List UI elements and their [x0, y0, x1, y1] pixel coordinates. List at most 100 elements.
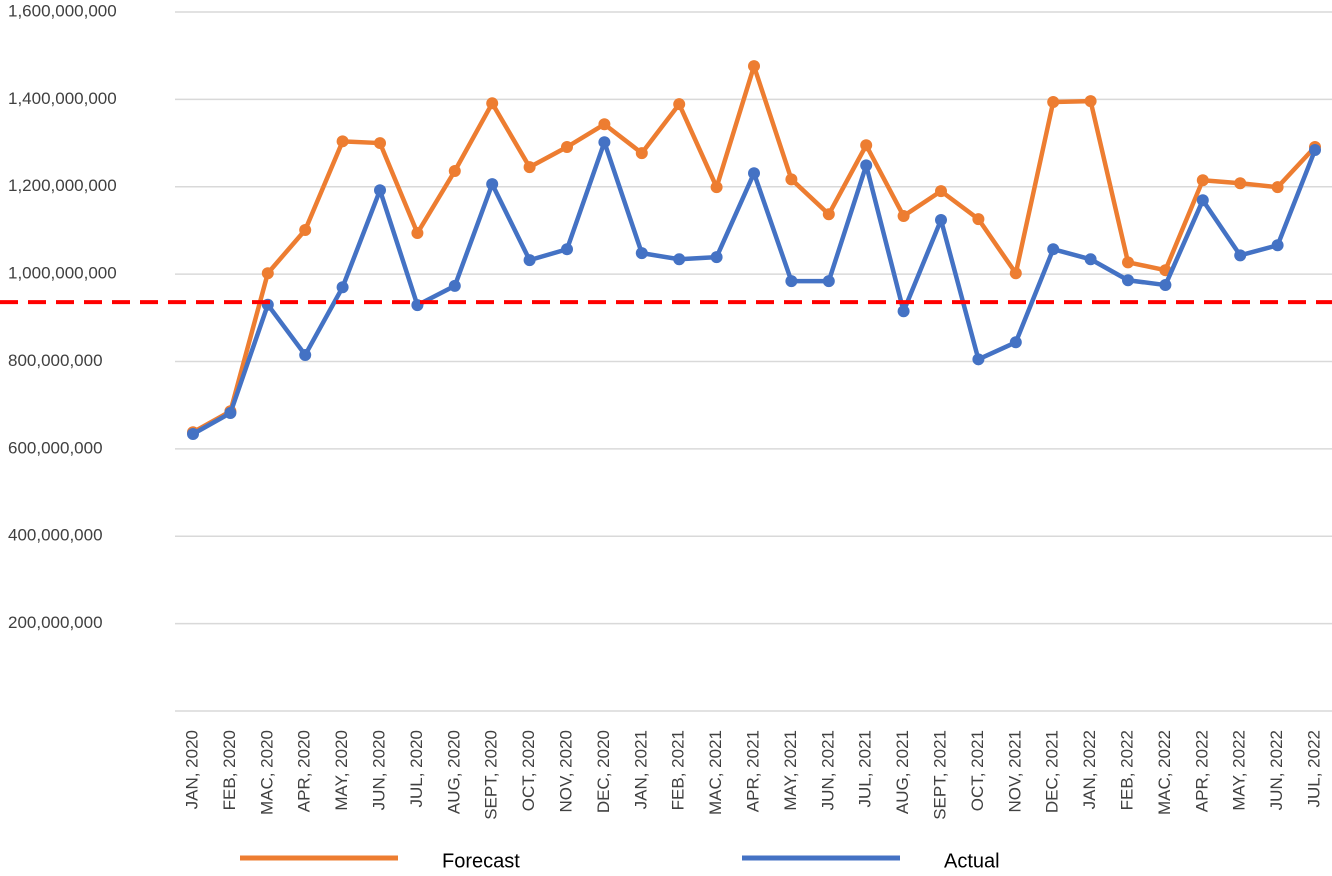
x-tick-label: FEB, 2022 [1117, 730, 1136, 810]
data-point [336, 135, 349, 148]
data-point [860, 159, 873, 172]
x-tick-label: APR, 2021 [743, 730, 762, 812]
data-point [1047, 243, 1060, 256]
data-point [860, 139, 873, 152]
x-tick-label: JAN, 2021 [631, 730, 650, 809]
x-tick-label: JAN, 2022 [1080, 730, 1099, 809]
x-tick-label: NOV, 2020 [556, 730, 575, 813]
x-tick-label: JUL, 2020 [407, 730, 426, 808]
x-tick-label: MAY, 2022 [1230, 730, 1249, 811]
x-tick-label: MAY, 2020 [332, 730, 351, 811]
data-point [1271, 181, 1284, 194]
data-point [598, 118, 611, 131]
data-point [448, 165, 461, 178]
data-point [1122, 274, 1134, 287]
data-point [972, 213, 985, 226]
data-point [598, 136, 611, 149]
data-point [1234, 249, 1247, 262]
data-point [935, 213, 947, 226]
data-point [785, 173, 798, 186]
data-point [1047, 95, 1060, 108]
data-point [785, 275, 798, 288]
data-point [374, 137, 386, 150]
data-point [972, 353, 985, 366]
y-tick-label: 600,000,000 [8, 438, 103, 457]
data-point [486, 178, 499, 191]
data-point [1159, 279, 1172, 292]
data-point [1122, 256, 1134, 269]
x-tick-label: MAY, 2021 [781, 730, 800, 811]
x-tick-label: NOV, 2021 [1005, 730, 1024, 813]
data-point [1234, 177, 1247, 190]
data-point [299, 348, 312, 361]
data-point [897, 210, 910, 223]
series-line [191, 139, 1318, 436]
x-tick-label: FEB, 2021 [669, 730, 688, 810]
x-tick-label: APR, 2022 [1192, 730, 1211, 812]
data-point [710, 251, 723, 264]
data-point [561, 243, 573, 256]
data-point [523, 161, 536, 174]
data-point [1084, 253, 1097, 266]
x-tick-label: JUL, 2021 [856, 730, 875, 808]
data-point [673, 253, 686, 266]
x-tick-label: MAC, 2021 [706, 730, 725, 815]
data-point [486, 97, 499, 110]
data-point [187, 428, 199, 441]
data-point [411, 227, 424, 240]
data-point [1009, 267, 1022, 280]
x-tick-label: APR, 2020 [295, 730, 314, 812]
data-point [635, 147, 648, 160]
x-tick-label: JUL, 2022 [1304, 730, 1323, 808]
data-point [224, 407, 237, 420]
x-tick-label: AUG, 2020 [444, 730, 463, 814]
x-tick-label: JUN, 2021 [818, 730, 837, 810]
data-point [448, 279, 461, 292]
data-point [261, 267, 274, 280]
data-point [561, 140, 573, 153]
data-point [635, 247, 648, 260]
data-point [673, 98, 686, 111]
series-line [191, 63, 1317, 435]
y-tick-label: 800,000,000 [8, 351, 103, 370]
x-tick-label: FEB, 2020 [220, 730, 239, 810]
data-point [1196, 194, 1209, 207]
y-tick-label: 200,000,000 [8, 613, 103, 632]
data-point [336, 281, 349, 294]
x-tick-label: OCT, 2020 [519, 730, 538, 811]
x-tick-label: SEPT, 2020 [482, 730, 501, 820]
x-tick-label: DEC, 2020 [594, 730, 613, 813]
x-tick-label: MAC, 2022 [1155, 730, 1174, 815]
x-tick-label: JUN, 2022 [1267, 730, 1286, 810]
legend-label: Forecast [442, 850, 520, 872]
data-point [710, 181, 723, 194]
x-tick-label: OCT, 2021 [968, 730, 987, 811]
x-tick-label: SEPT, 2021 [930, 730, 949, 820]
y-tick-label: 1,600,000,000 [8, 1, 117, 20]
data-point [1196, 174, 1209, 187]
data-point [1271, 239, 1284, 252]
x-tick-label: JAN, 2020 [182, 730, 201, 809]
data-point [935, 185, 947, 198]
y-tick-label: 1,400,000,000 [8, 89, 117, 108]
y-tick-label: 400,000,000 [8, 526, 103, 545]
data-point [748, 60, 760, 73]
data-point [1009, 336, 1022, 349]
data-point [523, 254, 536, 267]
data-point [1309, 144, 1321, 157]
data-point [822, 275, 835, 288]
legend-label: Actual [944, 850, 1000, 872]
data-point [374, 184, 386, 197]
x-tick-label: MAC, 2020 [257, 730, 276, 815]
y-tick-label: 1,200,000,000 [8, 176, 117, 195]
data-point [822, 208, 835, 221]
x-tick-label: JUN, 2020 [369, 730, 388, 810]
data-point [1084, 95, 1097, 108]
data-point [897, 305, 910, 318]
x-tick-label: AUG, 2021 [893, 730, 912, 814]
y-tick-label: 1,000,000,000 [8, 264, 117, 283]
x-tick-label: DEC, 2021 [1043, 730, 1062, 813]
data-point [299, 224, 312, 237]
data-point [748, 167, 760, 180]
